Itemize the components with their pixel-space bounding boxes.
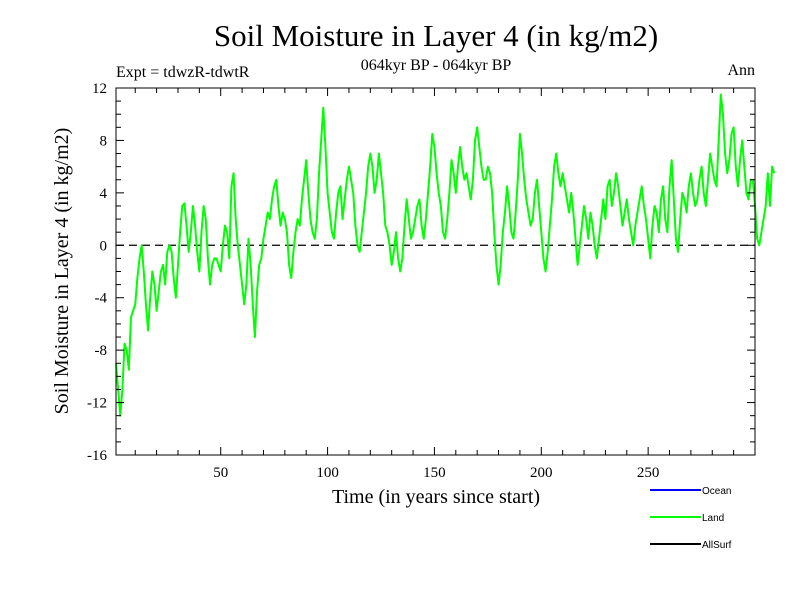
y-tick-label: 8 <box>100 133 108 149</box>
season-label: Ann <box>727 62 755 79</box>
x-tick-label: 200 <box>530 465 553 481</box>
y-tick-label: -12 <box>87 396 107 412</box>
legend-label-allsurf: AllSurf <box>702 540 732 551</box>
y-tick-label: -16 <box>87 448 107 464</box>
y-tick-label: 12 <box>92 81 107 97</box>
plot-area: 50 100 150 200 250 12 8 4 0 -4 -8 -12 -16 <box>87 81 776 481</box>
x-tick-label: 100 <box>316 465 339 481</box>
x-axis-label: Time (in years since start) <box>332 486 540 508</box>
y-tick-label: -8 <box>95 343 108 359</box>
experiment-label: Expt = tdwzR-tdwtR <box>116 64 250 81</box>
chart-subtitle: 064kyr BP - 064kyr BP <box>361 57 512 74</box>
legend-label-land: Land <box>702 513 724 524</box>
x-tick-label: 150 <box>423 465 446 481</box>
y-tick-label: 4 <box>100 186 108 202</box>
y-axis-label: Soil Moisture in Layer 4 (in kg/m2) <box>51 128 73 415</box>
legend: Ocean Land AllSurf <box>650 486 732 551</box>
series-line-land <box>115 93 776 417</box>
y-tick-label: 0 <box>100 238 108 254</box>
x-tick-label: 250 <box>637 465 660 481</box>
x-tick-label: 50 <box>213 465 228 481</box>
legend-label-ocean: Ocean <box>702 486 731 497</box>
y-tick-label: -4 <box>95 291 108 307</box>
chart-title: Soil Moisture in Layer 4 (in kg/m2) <box>214 18 658 53</box>
